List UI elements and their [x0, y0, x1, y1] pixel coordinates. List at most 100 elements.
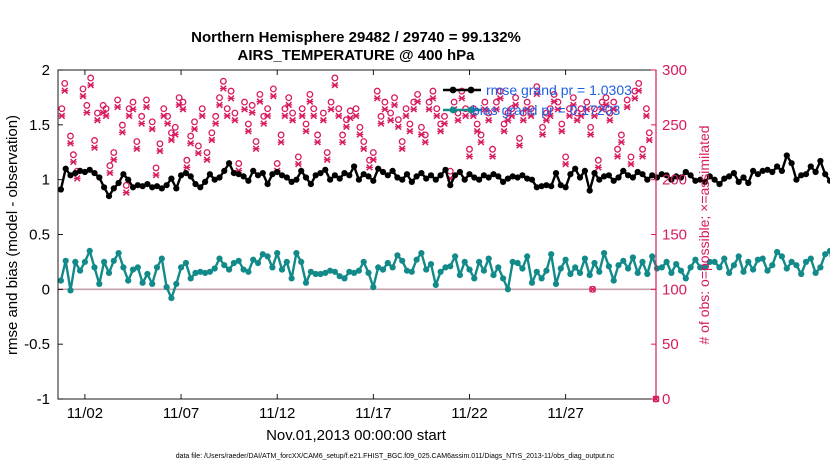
- x-tick-label: 11/17: [355, 405, 391, 422]
- obs-assimilated-marker: [489, 153, 496, 160]
- obs-possible-marker: [645, 129, 653, 137]
- rmse-series-point: [370, 177, 377, 184]
- y-left-tick-label: -0.5: [24, 336, 50, 353]
- obs-assimilated-marker: [277, 138, 285, 146]
- obs-possible-marker: [477, 131, 485, 139]
- obs-assimilated-marker: [244, 127, 252, 135]
- rmse-series-point: [389, 167, 396, 174]
- obs-possible-marker: [277, 131, 285, 139]
- bias-series-point: [754, 256, 762, 263]
- bias-series-point: [346, 268, 353, 275]
- bias-series-point: [629, 254, 637, 261]
- rmse-series-point: [692, 177, 699, 184]
- obs-assimilated-marker: [373, 94, 381, 102]
- y-right-tick-label: 300: [662, 62, 687, 79]
- obs-assimilated-marker: [519, 116, 527, 124]
- rmse-series-point: [788, 160, 795, 167]
- bias-series-point: [682, 275, 689, 282]
- rmse-series-point: [500, 178, 507, 185]
- rmse-series-point: [730, 170, 738, 177]
- obs-possible-marker: [614, 145, 621, 153]
- obs-possible-marker: [102, 105, 110, 113]
- bias-series-point: [586, 272, 593, 279]
- obs-possible-marker: [138, 112, 146, 120]
- obs-assimilated-outlier-stroke-b: [589, 286, 596, 293]
- rmse-series-point: [663, 172, 670, 179]
- bias-series-point: [471, 275, 478, 282]
- rmse-series-point: [442, 166, 449, 173]
- y-axis-left-label: rmse and bias (model - observation): [4, 115, 21, 355]
- obs-assimilated-marker: [69, 158, 77, 166]
- rmse-series-point: [769, 168, 776, 176]
- y-right-tick-label: 250: [662, 117, 687, 134]
- obs-assimilated-marker: [302, 127, 310, 135]
- obs-assimilated-marker: [129, 105, 137, 113]
- obs-assimilated-marker: [398, 145, 406, 153]
- rmse-series-point: [57, 186, 64, 193]
- obs-possible-marker: [587, 123, 595, 131]
- obs-possible-marker: [244, 120, 252, 128]
- bias-series-point: [81, 258, 88, 265]
- chart-title-line1: Northern Hemisphere 29482 / 29740 = 99.1…: [191, 29, 521, 46]
- rmse-series-point: [562, 184, 569, 191]
- rmse-series-point: [466, 171, 473, 178]
- bias-series-point: [168, 295, 175, 302]
- obs-assimilated-marker: [352, 112, 360, 120]
- rmse-series-point: [274, 168, 281, 176]
- obs-possible-marker: [583, 98, 591, 106]
- bias-series-point: [802, 258, 810, 265]
- rmse-series-point: [351, 163, 358, 170]
- obs-assimilated-marker: [138, 120, 146, 127]
- obs-assimilated-marker: [381, 105, 389, 113]
- bias-series-point: [668, 269, 675, 276]
- bias-series-point: [153, 264, 161, 271]
- bias-series-point: [548, 251, 555, 258]
- bias-series-point: [769, 262, 776, 269]
- obs-possible-marker: [523, 98, 531, 106]
- bias-series-point: [418, 250, 425, 257]
- bias-series-point: [211, 265, 218, 272]
- obs-possible-marker: [156, 140, 164, 148]
- obs-possible-marker: [617, 131, 625, 139]
- obs-assimilated-marker: [410, 105, 418, 113]
- rmse-series-point: [384, 172, 391, 179]
- obs-assimilated-marker: [91, 144, 98, 152]
- rmse-series-point: [379, 168, 387, 176]
- obs-possible-marker: [481, 98, 489, 106]
- bias-series-point: [466, 266, 473, 273]
- obs-assimilated-marker: [366, 164, 373, 171]
- obs-possible-marker: [289, 109, 297, 117]
- obs-assimilated-marker: [148, 125, 156, 133]
- obs-assimilated-marker: [231, 116, 239, 124]
- rmse-series-point: [67, 172, 74, 179]
- obs-assimilated-outlier: [589, 286, 596, 293]
- bias-series-point: [495, 264, 502, 271]
- rmse-series-point: [259, 170, 266, 177]
- obs-possible-marker: [273, 160, 281, 167]
- obs-assimilated-marker: [569, 101, 577, 109]
- bias-series-point: [67, 287, 74, 294]
- bias-series-point: [173, 280, 180, 287]
- bias-series-point: [307, 268, 314, 275]
- rmse-series-point: [158, 185, 165, 192]
- rmse-series-point: [495, 173, 502, 180]
- bias-series-point: [581, 255, 589, 262]
- obs-assimilated-marker: [500, 127, 508, 135]
- obs-possible-marker: [319, 109, 327, 117]
- obs-possible-marker: [327, 98, 335, 106]
- obs-assimilated-marker: [191, 125, 198, 133]
- bias-series-point: [552, 280, 560, 287]
- obs-possible-marker: [433, 105, 441, 113]
- obs-possible-marker: [594, 156, 602, 164]
- obs-assimilated-marker: [343, 123, 350, 131]
- obs-possible-marker: [208, 129, 216, 137]
- x-tick-label: 11/27: [547, 405, 583, 422]
- y-right-tick-label: 150: [662, 227, 687, 244]
- obs-assimilated-marker: [635, 87, 643, 94]
- bias-series-point: [452, 253, 459, 260]
- bias-series-point: [57, 277, 64, 284]
- rmse-series-point: [283, 174, 290, 181]
- rmse-series-point: [634, 168, 641, 176]
- bias-series-point: [673, 261, 680, 268]
- rmse-series-point: [317, 170, 324, 177]
